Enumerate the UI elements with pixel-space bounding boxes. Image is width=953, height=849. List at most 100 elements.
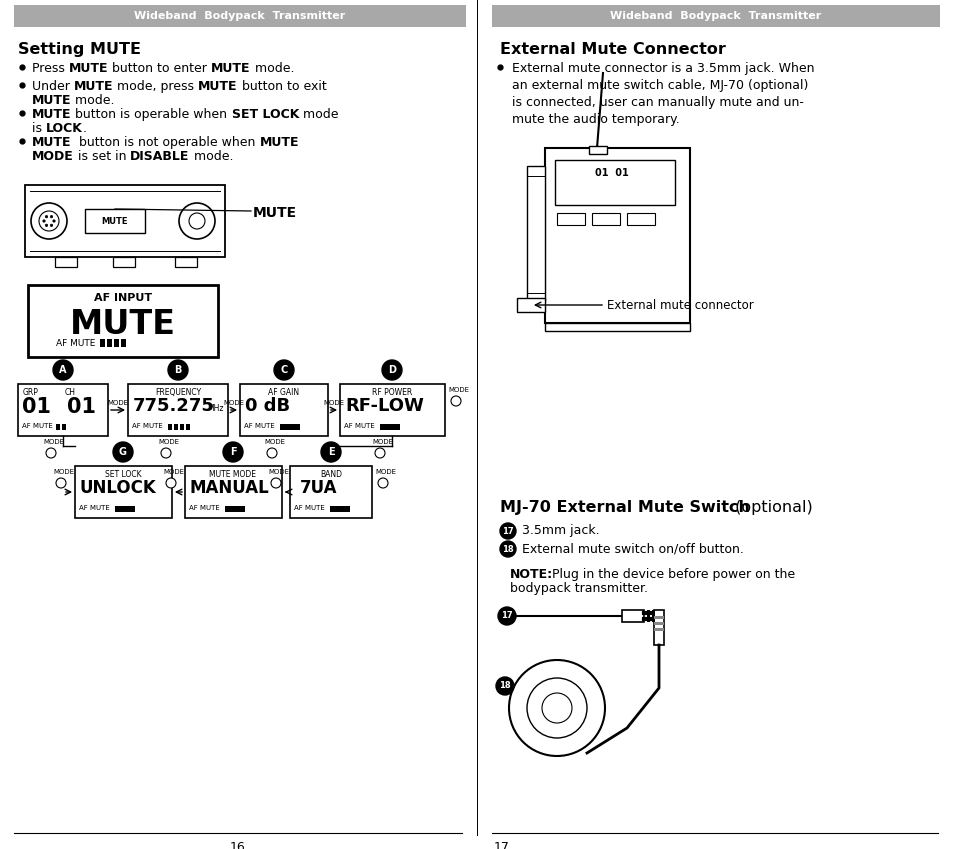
Text: MUTE: MUTE [32, 94, 71, 107]
Bar [290, 466, 372, 518]
Text: button to enter: button to enter [109, 62, 211, 75]
Bar [339, 384, 444, 436]
Bar [654, 610, 663, 645]
Text: bodypack transmitter.: bodypack transmitter. [510, 582, 647, 595]
Bar [588, 146, 606, 154]
Text: 3.5mm jack.: 3.5mm jack. [521, 524, 599, 537]
Text: mode.: mode. [71, 94, 115, 107]
Bar [654, 616, 663, 619]
Circle shape [45, 224, 48, 227]
Text: 7UA: 7UA [299, 479, 337, 497]
Circle shape [223, 442, 243, 462]
Text: AF INPUT: AF INPUT [93, 293, 152, 303]
Text: AF MUTE: AF MUTE [79, 505, 110, 511]
Text: MUTE MODE: MUTE MODE [210, 470, 256, 479]
Text: E: E [327, 447, 334, 457]
Bar [18, 384, 108, 436]
Bar [75, 466, 172, 518]
Text: AF MUTE: AF MUTE [22, 423, 52, 429]
Bar [85, 209, 145, 233]
Text: MUTE: MUTE [211, 62, 251, 75]
Bar [240, 384, 328, 436]
Bar [112, 257, 135, 267]
Circle shape [496, 677, 514, 695]
Circle shape [161, 448, 171, 458]
Text: 01: 01 [67, 397, 96, 417]
Text: AF MUTE: AF MUTE [189, 505, 219, 511]
Text: MHz: MHz [207, 404, 223, 413]
Text: MUTE: MUTE [32, 136, 71, 149]
Circle shape [271, 478, 281, 488]
Text: MUTE: MUTE [32, 108, 71, 121]
Bar [526, 166, 544, 301]
Text: 18: 18 [498, 682, 510, 690]
Text: 775.275: 775.275 [132, 397, 214, 415]
Text: D: D [388, 365, 395, 375]
Circle shape [179, 203, 214, 239]
Text: MODE: MODE [158, 439, 179, 445]
Text: mode.: mode. [190, 150, 233, 163]
Text: MUTE: MUTE [259, 136, 299, 149]
Text: MUTE: MUTE [69, 62, 109, 75]
Text: External mute connector: External mute connector [606, 299, 753, 312]
Circle shape [52, 220, 55, 222]
Bar [225, 506, 245, 512]
Bar [128, 384, 228, 436]
Bar [62, 424, 66, 430]
Bar [280, 424, 299, 430]
Text: MODE: MODE [223, 400, 244, 406]
Text: MODE: MODE [53, 469, 74, 475]
Circle shape [377, 478, 388, 488]
Bar [544, 323, 689, 331]
Text: mode, press: mode, press [113, 80, 198, 93]
Text: MODE: MODE [448, 387, 469, 393]
Text: MODE: MODE [323, 400, 344, 406]
Text: MODE: MODE [375, 469, 395, 475]
Bar [330, 506, 350, 512]
Circle shape [451, 396, 460, 406]
Bar [517, 298, 544, 312]
Bar [121, 339, 126, 347]
Circle shape [45, 216, 48, 218]
Bar [654, 622, 663, 625]
Bar [186, 424, 190, 430]
Circle shape [509, 660, 604, 756]
Text: (optional): (optional) [729, 500, 812, 515]
Text: 0 dB: 0 dB [245, 397, 290, 415]
Text: MUTE: MUTE [70, 308, 175, 341]
Circle shape [56, 478, 66, 488]
Bar [107, 339, 112, 347]
Circle shape [51, 216, 52, 218]
Bar [621, 610, 643, 622]
Text: MODE: MODE [108, 400, 129, 406]
Text: 18: 18 [501, 544, 514, 554]
Text: MUTE: MUTE [198, 80, 237, 93]
Bar [651, 610, 655, 622]
Text: A: A [59, 365, 67, 375]
Circle shape [497, 607, 516, 625]
Text: Wideband  Bodypack  Transmitter: Wideband Bodypack Transmitter [610, 11, 821, 21]
Bar [55, 257, 77, 267]
Bar [592, 213, 619, 225]
Circle shape [168, 360, 188, 380]
Circle shape [320, 442, 340, 462]
Text: mode.: mode. [251, 62, 294, 75]
Text: B: B [174, 365, 181, 375]
Text: Under: Under [32, 80, 73, 93]
Bar [173, 424, 178, 430]
Text: is: is [32, 122, 46, 135]
Text: RF-LOW: RF-LOW [345, 397, 423, 415]
Bar [14, 5, 465, 27]
Text: AF MUTE: AF MUTE [344, 423, 375, 429]
Text: AF MUTE: AF MUTE [244, 423, 274, 429]
Text: Press: Press [32, 62, 69, 75]
Circle shape [189, 213, 205, 229]
Text: Wideband  Bodypack  Transmitter: Wideband Bodypack Transmitter [134, 11, 345, 21]
Text: UNLOCK: UNLOCK [80, 479, 156, 497]
Text: .: . [83, 122, 87, 135]
Circle shape [39, 211, 59, 231]
Bar [174, 257, 196, 267]
Text: DISABLE: DISABLE [131, 150, 190, 163]
Text: 01  01: 01 01 [595, 168, 628, 178]
Circle shape [43, 220, 45, 222]
